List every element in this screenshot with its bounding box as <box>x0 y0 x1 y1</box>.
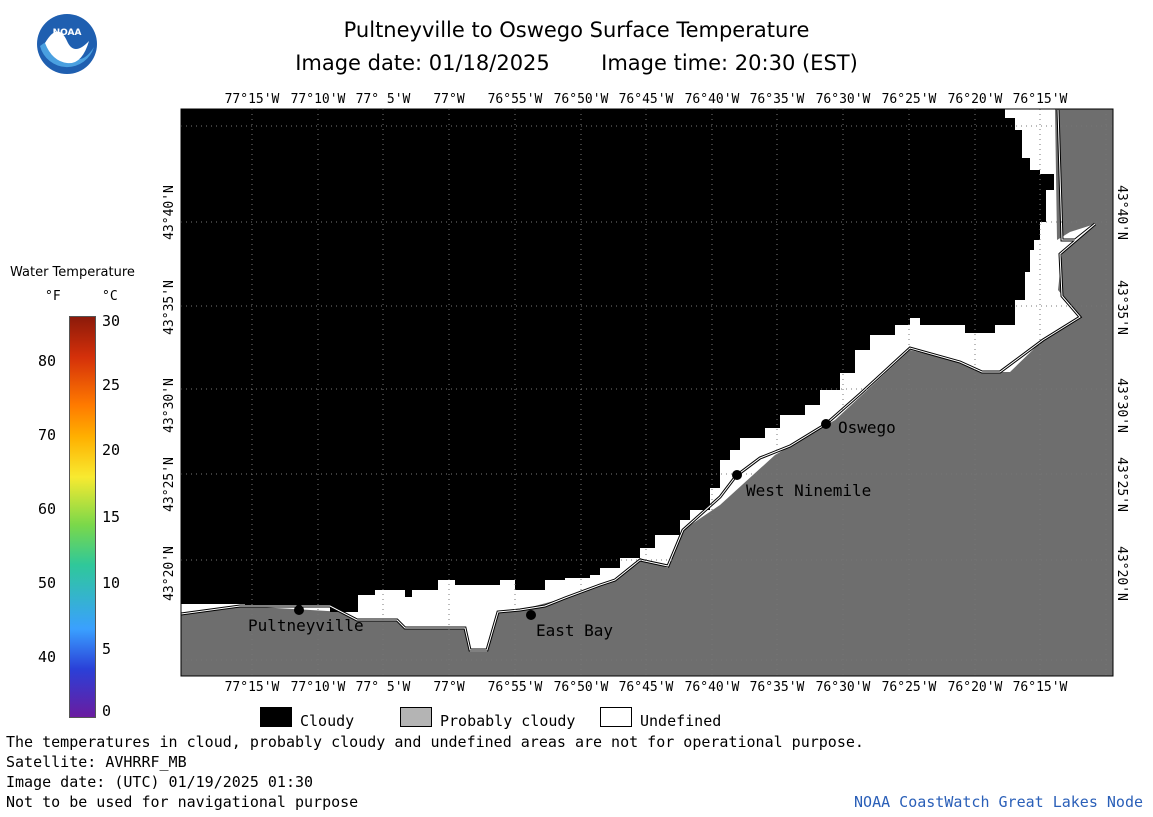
map-border <box>180 108 1114 677</box>
c-tick: 15 <box>102 508 121 526</box>
svg-text:NOAA: NOAA <box>53 28 82 38</box>
east-bay-marker <box>526 610 536 620</box>
lon-label: 76°55'W <box>487 680 543 695</box>
legend-swatch-undefined <box>600 707 632 727</box>
lon-label: 76°35'W <box>749 680 805 695</box>
f-tick: 40 <box>38 648 57 666</box>
footer-satellite: Satellite: AVHRRF_MB <box>6 753 187 771</box>
lat-label: 43°25'N <box>161 457 177 512</box>
place-label-oswego: Oswego <box>838 418 896 437</box>
lat-label: 43°25'N <box>1113 457 1129 512</box>
c-tick: 30 <box>102 312 121 330</box>
lat-label: 43°35'N <box>161 280 177 335</box>
lon-label: 76°30'W <box>815 92 871 107</box>
lon-label: 76°30'W <box>815 680 871 695</box>
lon-label: 76°40'W <box>684 92 740 107</box>
image-time-label: Image time: 20:30 (EST) <box>601 51 858 75</box>
f-tick: 80 <box>38 352 57 370</box>
lon-label: 77°10'W <box>290 680 346 695</box>
footer-credit: NOAA CoastWatch Great Lakes Node <box>854 793 1143 811</box>
lon-label: 77°W <box>433 680 465 695</box>
graticule <box>180 108 1114 677</box>
lon-label: 76°20'W <box>947 92 1003 107</box>
noaa-logo: NOAA <box>36 13 98 75</box>
lon-label: 76°45'W <box>618 680 674 695</box>
lon-label: 77°15'W <box>224 680 280 695</box>
pultneyville-marker <box>294 605 304 615</box>
lon-label: 76°45'W <box>618 92 674 107</box>
footer-disclaimer: The temperatures in cloud, probably clou… <box>6 733 864 751</box>
west-ninemile-marker <box>732 470 742 480</box>
lon-label: 76°40'W <box>684 680 740 695</box>
lat-label: 43°35'N <box>1113 280 1129 335</box>
page-title: Pultneyville to Oswego Surface Temperatu… <box>343 18 810 42</box>
footer-navigation-warning: Not to be used for navigational purpose <box>6 793 359 811</box>
lon-label: 76°15'W <box>1012 92 1068 107</box>
lon-label: 76°25'W <box>881 680 937 695</box>
cloudy-area <box>181 109 1054 612</box>
lon-label: 76°50'W <box>553 92 609 107</box>
lat-label: 43°30'N <box>1113 378 1129 433</box>
f-tick: 50 <box>38 574 57 592</box>
f-tick: 60 <box>38 500 57 518</box>
legend-label-undefined: Undefined <box>640 712 722 730</box>
lon-label: 77° 5'W <box>355 680 411 695</box>
colorbar-gradient <box>69 316 96 718</box>
place-label-east-bay: East Bay <box>536 621 614 640</box>
lat-label: 43°40'N <box>1113 185 1129 240</box>
image-date-label: Image date: 01/18/2025 <box>295 51 550 75</box>
colorbar-unit-f: °F <box>45 289 61 304</box>
legend-label-probably-cloudy: Probably cloudy <box>440 712 576 730</box>
lon-label: 76°15'W <box>1012 680 1068 695</box>
lat-label: 43°40'N <box>161 185 177 240</box>
colorbar-unit-c: °C <box>102 289 118 304</box>
colorbar-title: Water Temperature <box>10 265 135 280</box>
lon-label: 76°55'W <box>487 92 543 107</box>
c-tick: 25 <box>102 376 121 394</box>
lon-label: 77°15'W <box>224 92 280 107</box>
c-tick: 20 <box>102 441 121 459</box>
lon-label: 76°50'W <box>553 680 609 695</box>
lon-label: 77° 5'W <box>355 92 411 107</box>
image-datetime: Image date: 01/18/2025 Image time: 20:30… <box>0 51 1153 75</box>
legend-swatch-probably-cloudy <box>400 707 432 727</box>
lat-label: 43°20'N <box>161 546 177 601</box>
place-label-pultneyville: Pultneyville <box>248 616 364 635</box>
lat-label: 43°30'N <box>161 378 177 433</box>
c-tick: 5 <box>102 640 112 658</box>
lat-label: 43°20'N <box>1113 546 1129 601</box>
lon-label: 77°W <box>433 92 465 107</box>
oswego-marker <box>821 419 831 429</box>
legend-label-cloudy: Cloudy <box>300 712 355 730</box>
lon-label: 76°35'W <box>749 92 805 107</box>
c-tick: 0 <box>102 702 112 720</box>
c-tick: 10 <box>102 574 121 592</box>
lon-label: 77°10'W <box>290 92 346 107</box>
legend-swatch-cloudy <box>260 707 292 727</box>
place-label-west-ninemile: West Ninemile <box>746 481 872 500</box>
lon-label: 76°25'W <box>881 92 937 107</box>
f-tick: 70 <box>38 426 57 444</box>
footer-utc-date: Image date: (UTC) 01/19/2025 01:30 <box>6 773 314 791</box>
lon-label: 76°20'W <box>947 680 1003 695</box>
